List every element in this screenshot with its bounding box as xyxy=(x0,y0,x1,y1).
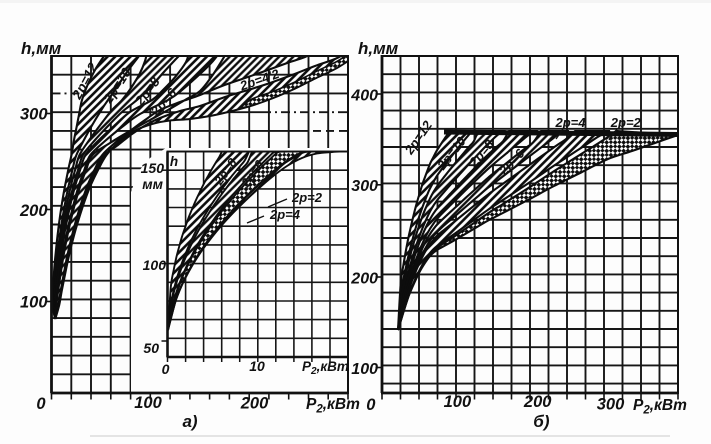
svg-text:200: 200 xyxy=(523,393,552,411)
svg-text:h,мм: h,мм xyxy=(21,39,62,58)
svg-text:2p=4: 2p=4 xyxy=(269,207,301,222)
svg-text:150: 150 xyxy=(141,160,165,176)
svg-text:50: 50 xyxy=(143,340,159,356)
svg-text:а): а) xyxy=(182,412,197,431)
svg-text:200: 200 xyxy=(240,395,269,413)
svg-text:100: 100 xyxy=(134,394,162,412)
svg-text:0: 0 xyxy=(36,395,46,413)
svg-text:мм: мм xyxy=(142,176,163,192)
svg-text:100: 100 xyxy=(143,257,167,273)
svg-text:0: 0 xyxy=(162,361,170,377)
svg-text:0: 0 xyxy=(366,396,376,414)
svg-text:h,мм: h,мм xyxy=(358,39,399,58)
svg-text:P2,кВт: P2,кВт xyxy=(306,396,360,416)
svg-text:10: 10 xyxy=(249,358,265,374)
svg-text:300: 300 xyxy=(597,396,625,414)
svg-text:2p=4: 2p=4 xyxy=(555,115,587,130)
svg-text:б): б) xyxy=(533,412,550,431)
svg-text:2p=2: 2p=2 xyxy=(291,190,323,205)
svg-text:200: 200 xyxy=(19,202,48,220)
svg-text:100: 100 xyxy=(20,294,48,312)
svg-text:2p=2: 2p=2 xyxy=(610,115,642,130)
svg-text:200: 200 xyxy=(350,271,378,288)
svg-text:100: 100 xyxy=(444,393,472,411)
svg-text:P2,кВт: P2,кВт xyxy=(633,397,687,417)
svg-text:h: h xyxy=(170,154,178,169)
svg-text:300: 300 xyxy=(20,106,48,124)
svg-text:400: 400 xyxy=(350,88,378,105)
svg-text:100: 100 xyxy=(351,361,378,378)
svg-text:300: 300 xyxy=(351,178,378,195)
